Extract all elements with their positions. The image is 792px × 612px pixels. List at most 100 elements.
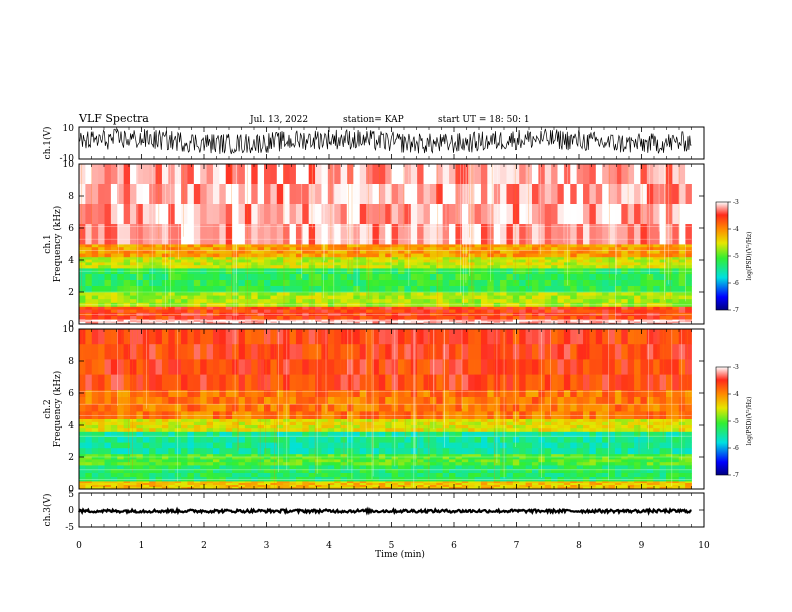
spectrogram-cell [238,483,246,486]
spectrogram-cell [200,473,207,478]
spectrogram-cell [238,448,246,455]
spectrogram-cell [480,265,488,269]
spectrogram-cell [104,425,112,429]
spectrogram-cell [531,299,539,304]
spectrogram-cell [212,421,220,426]
spectrogram-cell [353,418,361,423]
figure-title: VLF Spectra [78,112,149,125]
spectrogram-cell [238,265,246,269]
spectrogram-cell [685,204,692,225]
spectrogram-cell [327,425,335,429]
spectrogram-cell [251,465,259,470]
spectrogram-cell [340,250,348,254]
spectrogram-cell [98,487,105,490]
spectrogram-cell [264,473,271,478]
spectrogram-cell [104,418,112,423]
spectrogram-cell [168,320,176,322]
spectrogram-cell [136,465,144,470]
spectrogram-cell [155,204,163,225]
spectrogram-cell [634,286,641,293]
spectrogram-cell [168,448,176,455]
spectrogram-cell [551,321,558,324]
spectrogram-cell [104,397,112,405]
spectrogram-cell [449,487,456,490]
spectrogram-cell [225,465,233,470]
spectrogram-cell [117,306,125,310]
spectrogram-cell [685,321,692,324]
spectrogram-cell [449,404,456,412]
spectrogram-cell [410,319,418,321]
spectrogram-cell [595,244,603,248]
spectrogram-cell [212,453,220,457]
spectrogram-cell [181,397,188,405]
spectrogram-cell [672,320,680,322]
spectrogram-cell [512,481,520,484]
spectrogram-cell [117,224,125,245]
spectrogram-cell [161,473,169,478]
spectrogram-cell [123,319,131,321]
spectrogram-cell [563,224,571,245]
spectrogram-cell [557,295,565,300]
spectrogram-cell [295,224,303,245]
spectrogram-cell [563,321,571,324]
spectrogram-cell [110,469,118,474]
spectrogram-cell [366,320,373,322]
spectrogram-cell [219,453,227,457]
spectrogram-cell [378,389,386,398]
spectrogram-cell [519,437,527,443]
spectrogram-cell [487,184,495,205]
spectrogram-cell [232,306,239,310]
spectrogram-cell [665,320,673,322]
spectrogram-cell [436,259,444,263]
spectrogram-cell [525,250,533,254]
spectrogram-cell [193,253,201,258]
spectrogram-cell [576,286,584,293]
spectrogram-cell [346,485,354,488]
spectrogram-cell [346,487,354,490]
spectrogram-cell [142,421,150,426]
spectrogram-cell [155,224,163,245]
spectrogram-cell [602,404,609,412]
spectrogram-cell [429,487,437,490]
spectrogram-cell [404,265,412,269]
spectrogram-cell [423,244,431,248]
spectrogram-cell [538,259,546,263]
spectrogram-cell [321,262,329,266]
spectrogram-cell [346,425,354,429]
spectrogram-cell [378,295,386,300]
spectrogram-cell [602,204,609,225]
spectrogram-cell [634,250,641,254]
spectrogram-cell [595,286,603,293]
spectrogram-cell [123,456,131,460]
spectrogram-cell [659,224,667,245]
spectrogram-cell [563,280,571,287]
spectrogram-cell [538,442,546,449]
spectrogram-cell [640,262,648,266]
spectrogram-cell [442,431,450,438]
spectrogram-cell [149,184,156,205]
spectrogram-cell [391,292,399,296]
spectrogram-cell [270,473,278,478]
spectrogram-cell [602,418,609,423]
spectrogram-cell [563,244,571,248]
spectrogram-cell [155,453,163,457]
spectrogram-cell [123,253,131,258]
spectrogram-cell [193,256,201,260]
spectrogram-cell [627,247,635,251]
spectrogram-cell [500,453,507,457]
spectrogram-cell [583,164,590,185]
spectrogram-cell [219,253,227,258]
spectrogram-cell [91,442,99,449]
spectrogram-cell [583,309,590,314]
spectrogram-cell [289,309,297,314]
spectrogram-cell [238,473,246,478]
spectrogram-cell [289,456,297,460]
spectrogram-cell [321,421,329,426]
spectrogram-cell [302,164,310,185]
spectrogram-cell [557,485,565,488]
spectrogram-cell [91,259,99,263]
spectrogram-cell [168,321,176,324]
spectrogram-cell [359,306,367,310]
spectrogram-cell [455,456,463,460]
spectrogram-cell [251,259,259,263]
